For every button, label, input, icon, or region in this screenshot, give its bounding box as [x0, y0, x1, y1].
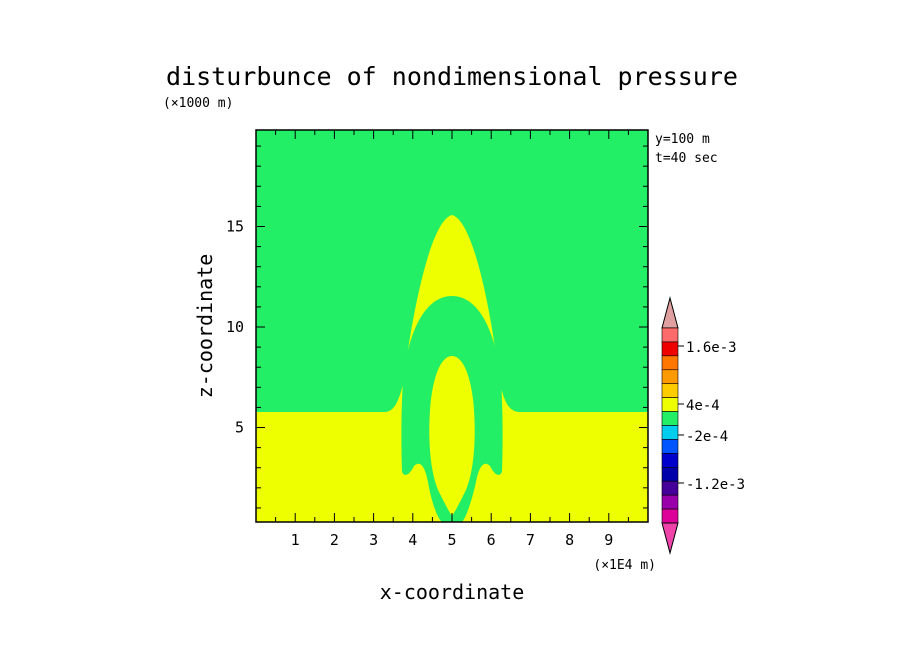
x-tick-label: 9 — [604, 531, 613, 549]
y-axis-label: z-coordinate — [193, 254, 217, 399]
right-leg — [473, 468, 491, 522]
colorbar-swatch — [661, 397, 679, 412]
colorbar-label-3: -2e-4 — [686, 429, 728, 445]
colorbar — [661, 296, 684, 555]
colorbar-swatch — [661, 480, 679, 496]
x-tick-label: 5 — [447, 531, 456, 549]
y-tick-label: 10 — [226, 318, 244, 336]
colorbar-label-1: 1.6e-3 — [686, 340, 737, 356]
x-tick-label: 4 — [408, 531, 417, 549]
left-leg — [413, 468, 431, 522]
x-tick-label: 1 — [291, 531, 300, 549]
y-tick-label: 15 — [226, 217, 244, 235]
plot-area — [255, 129, 649, 523]
colorbar-swatch — [661, 369, 679, 385]
x-tick-label: 2 — [330, 531, 339, 549]
x-tick-label: 3 — [369, 531, 378, 549]
x-tick-label: 7 — [526, 531, 535, 549]
colorbar-label-4: -1.2e-3 — [686, 477, 745, 493]
colorbar-swatch — [661, 453, 679, 468]
chart-title: disturbunce of nondimensional pressure — [166, 62, 738, 91]
colorbar-bottom-triangle — [661, 522, 679, 555]
colorbar-swatch — [661, 466, 679, 482]
colorbar-swatch — [661, 494, 679, 510]
y-axis: 5 10 15 — [226, 145, 648, 509]
x-tick-label: 6 — [487, 531, 496, 549]
colorbar-swatch — [661, 355, 679, 371]
x-axis: 1 2 3 4 5 6 7 8 9 — [275, 130, 629, 549]
colorbar-swatch — [661, 508, 679, 524]
colorbar-top-triangle — [661, 296, 679, 329]
y-axis-unit: (×1000 m) — [163, 96, 233, 111]
annotation-t: t=40 sec — [655, 151, 718, 166]
x-tick-label: 8 — [565, 531, 574, 549]
x-axis-label: x-coordinate — [380, 580, 525, 604]
inner-core — [429, 356, 475, 516]
annotation-y: y=100 m — [655, 132, 710, 147]
colorbar-swatch — [661, 439, 679, 454]
x-axis-unit: (×1E4 m) — [593, 558, 656, 573]
colorbar-label-2: 4e-4 — [686, 398, 720, 414]
colorbar-swatch — [661, 383, 679, 398]
y-tick-label: 5 — [235, 419, 244, 437]
colorbar-swatch — [661, 425, 679, 440]
colorbar-swatch — [661, 327, 679, 343]
colorbar-swatch — [661, 411, 679, 426]
colorbar-swatch — [661, 341, 679, 357]
